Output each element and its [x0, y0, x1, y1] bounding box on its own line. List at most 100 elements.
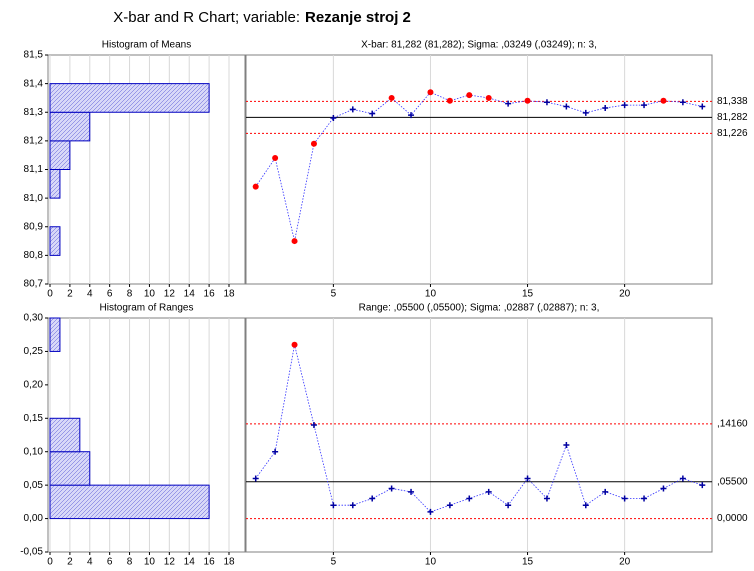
data-point: [427, 508, 434, 515]
y-tick-label: 0,25: [24, 346, 44, 357]
y-tick-label: 0,05: [24, 480, 44, 491]
y-tick-label: 81,5: [24, 50, 44, 61]
histogram-bar: [49, 451, 91, 486]
data-point: [699, 482, 706, 489]
data-point: [621, 495, 628, 502]
alarm-point: [485, 94, 492, 101]
x-tick-label: 14: [184, 289, 196, 300]
y-tick-label: 81,0: [24, 193, 44, 204]
data-point: [563, 442, 570, 449]
variable-name: Rezanje stroj 2: [305, 9, 411, 26]
alarm-point: [310, 140, 317, 147]
control-line-label: 0,0000: [717, 513, 748, 524]
x-tick-label: 12: [164, 289, 176, 300]
x-tick-label: 5: [331, 289, 337, 300]
data-point: [602, 104, 609, 111]
data-point: [466, 495, 473, 502]
y-tick-label: 0,00: [24, 513, 44, 524]
alarm-point: [660, 97, 667, 104]
alarm-point: [524, 97, 531, 104]
data-point: [543, 99, 550, 106]
histogram-bar: [49, 140, 71, 170]
x-tick-label: 2: [67, 289, 73, 300]
y-tick-label: -0,05: [20, 547, 43, 558]
x-tick-label: 18: [223, 557, 235, 568]
panel-subtitle: Histogram of Ranges: [100, 303, 194, 314]
data-point: [252, 475, 259, 482]
histogram-bar: [49, 226, 61, 256]
x-tick-label: 12: [164, 557, 176, 568]
data-point: [505, 502, 512, 509]
data-point: [621, 102, 628, 109]
x-tick-label: 6: [107, 289, 113, 300]
data-point: [369, 110, 376, 117]
data-point: [310, 421, 317, 428]
x-tick-label: 18: [223, 289, 235, 300]
x-tick-label: 15: [522, 289, 534, 300]
alarm-point: [252, 183, 259, 190]
panel-subtitle: Histogram of Means: [102, 40, 191, 51]
y-tick-label: 81,4: [24, 78, 44, 89]
alarm-point: [291, 238, 298, 245]
data-point: [563, 103, 570, 110]
x-tick-label: 10: [425, 557, 437, 568]
y-tick-label: 81,3: [24, 107, 44, 118]
data-point: [641, 102, 648, 109]
data-point: [330, 502, 337, 509]
data-line: [255, 91, 703, 242]
x-tick-label: 10: [425, 289, 437, 300]
data-point: [505, 100, 512, 107]
histogram-bar: [49, 111, 91, 142]
panel-subtitle: X-bar: 81,282 (81,282); Sigma: ,03249 (,…: [361, 40, 597, 51]
y-tick-label: 81,2: [24, 136, 44, 147]
x-tick-label: 16: [204, 289, 216, 300]
control-line-label: 81,282: [717, 112, 748, 123]
x-tick-label: 4: [87, 289, 93, 300]
histogram-bar: [49, 417, 81, 453]
data-point: [408, 112, 415, 119]
alarm-point: [427, 89, 434, 96]
plot-frame: [245, 317, 713, 553]
x-tick-label: 10: [144, 557, 156, 568]
y-tick-label: 0,30: [24, 313, 44, 324]
chart-title: X-bar and R Chart; variable:: [113, 9, 300, 26]
data-point: [699, 103, 706, 110]
plot-frame: [245, 54, 713, 285]
control-line-label: 81,226: [717, 128, 748, 139]
data-line: [255, 344, 703, 513]
y-tick-label: 80,8: [24, 250, 44, 261]
y-tick-label: 80,7: [24, 279, 44, 290]
data-point: [369, 495, 376, 502]
x-tick-label: 16: [204, 557, 216, 568]
x-tick-label: 6: [107, 557, 113, 568]
data-point: [485, 488, 492, 495]
data-point: [679, 475, 686, 482]
histogram-bar: [49, 83, 210, 113]
data-point: [524, 475, 531, 482]
histogram-bar: [49, 484, 210, 520]
x-tick-label: 20: [619, 289, 631, 300]
data-point: [330, 114, 337, 121]
panel-subtitle: Range: ,05500 (,05500); Sigma: ,02887 (,…: [359, 303, 600, 314]
y-tick-label: 0,15: [24, 413, 44, 424]
histogram-bar: [49, 317, 61, 352]
control-line-label: ,14160: [717, 419, 748, 430]
x-tick-label: 14: [184, 557, 196, 568]
x-tick-label: 2: [67, 557, 73, 568]
data-point: [679, 99, 686, 106]
data-point: [272, 448, 279, 455]
data-point: [446, 502, 453, 509]
histogram-bar: [49, 169, 61, 199]
data-point: [641, 495, 648, 502]
data-point: [543, 495, 550, 502]
alarm-point: [388, 94, 395, 101]
x-tick-label: 0: [47, 557, 53, 568]
data-point: [582, 109, 589, 116]
data-point: [349, 106, 356, 113]
alarm-point: [466, 92, 473, 99]
x-tick-label: 0: [47, 289, 53, 300]
y-tick-label: 81,1: [24, 164, 44, 175]
data-point: [582, 502, 589, 509]
data-point: [602, 488, 609, 495]
